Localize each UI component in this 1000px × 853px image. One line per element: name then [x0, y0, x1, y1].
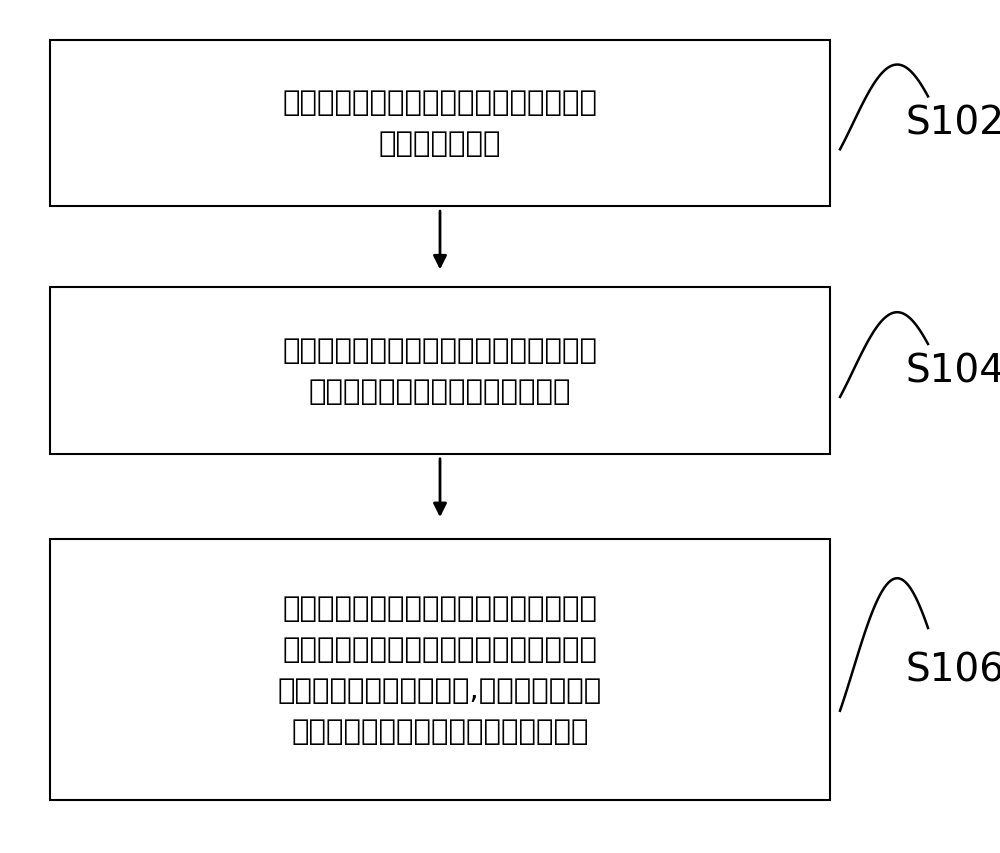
Text: 检测遥测设备与至少一个阴保电位测试桩
之间的遥测距离: 检测遥测设备与至少一个阴保电位测试桩 之间的遥测距离 — [282, 89, 598, 159]
Text: 控制遥测设备向目标阴保电位测试桩发送
遥测指令，并接收目标阴保电位测试桩返
回的阴保电位数据，其中,阴保电位测试桩
响应遥测指令执行阴保电位数据的采集: 控制遥测设备向目标阴保电位测试桩发送 遥测指令，并接收目标阴保电位测试桩返 回的… — [278, 594, 602, 746]
Bar — [50, 288, 830, 454]
Bar — [50, 539, 830, 800]
Text: S106: S106 — [905, 651, 1000, 688]
Text: S102: S102 — [905, 105, 1000, 142]
Text: S104: S104 — [905, 352, 1000, 390]
Text: 在至少一个测试充电桩中选择遥测距离符
合最小遥测条件的目标测试充电桩: 在至少一个测试充电桩中选择遥测距离符 合最小遥测条件的目标测试充电桩 — [282, 336, 598, 406]
Bar — [50, 40, 830, 207]
